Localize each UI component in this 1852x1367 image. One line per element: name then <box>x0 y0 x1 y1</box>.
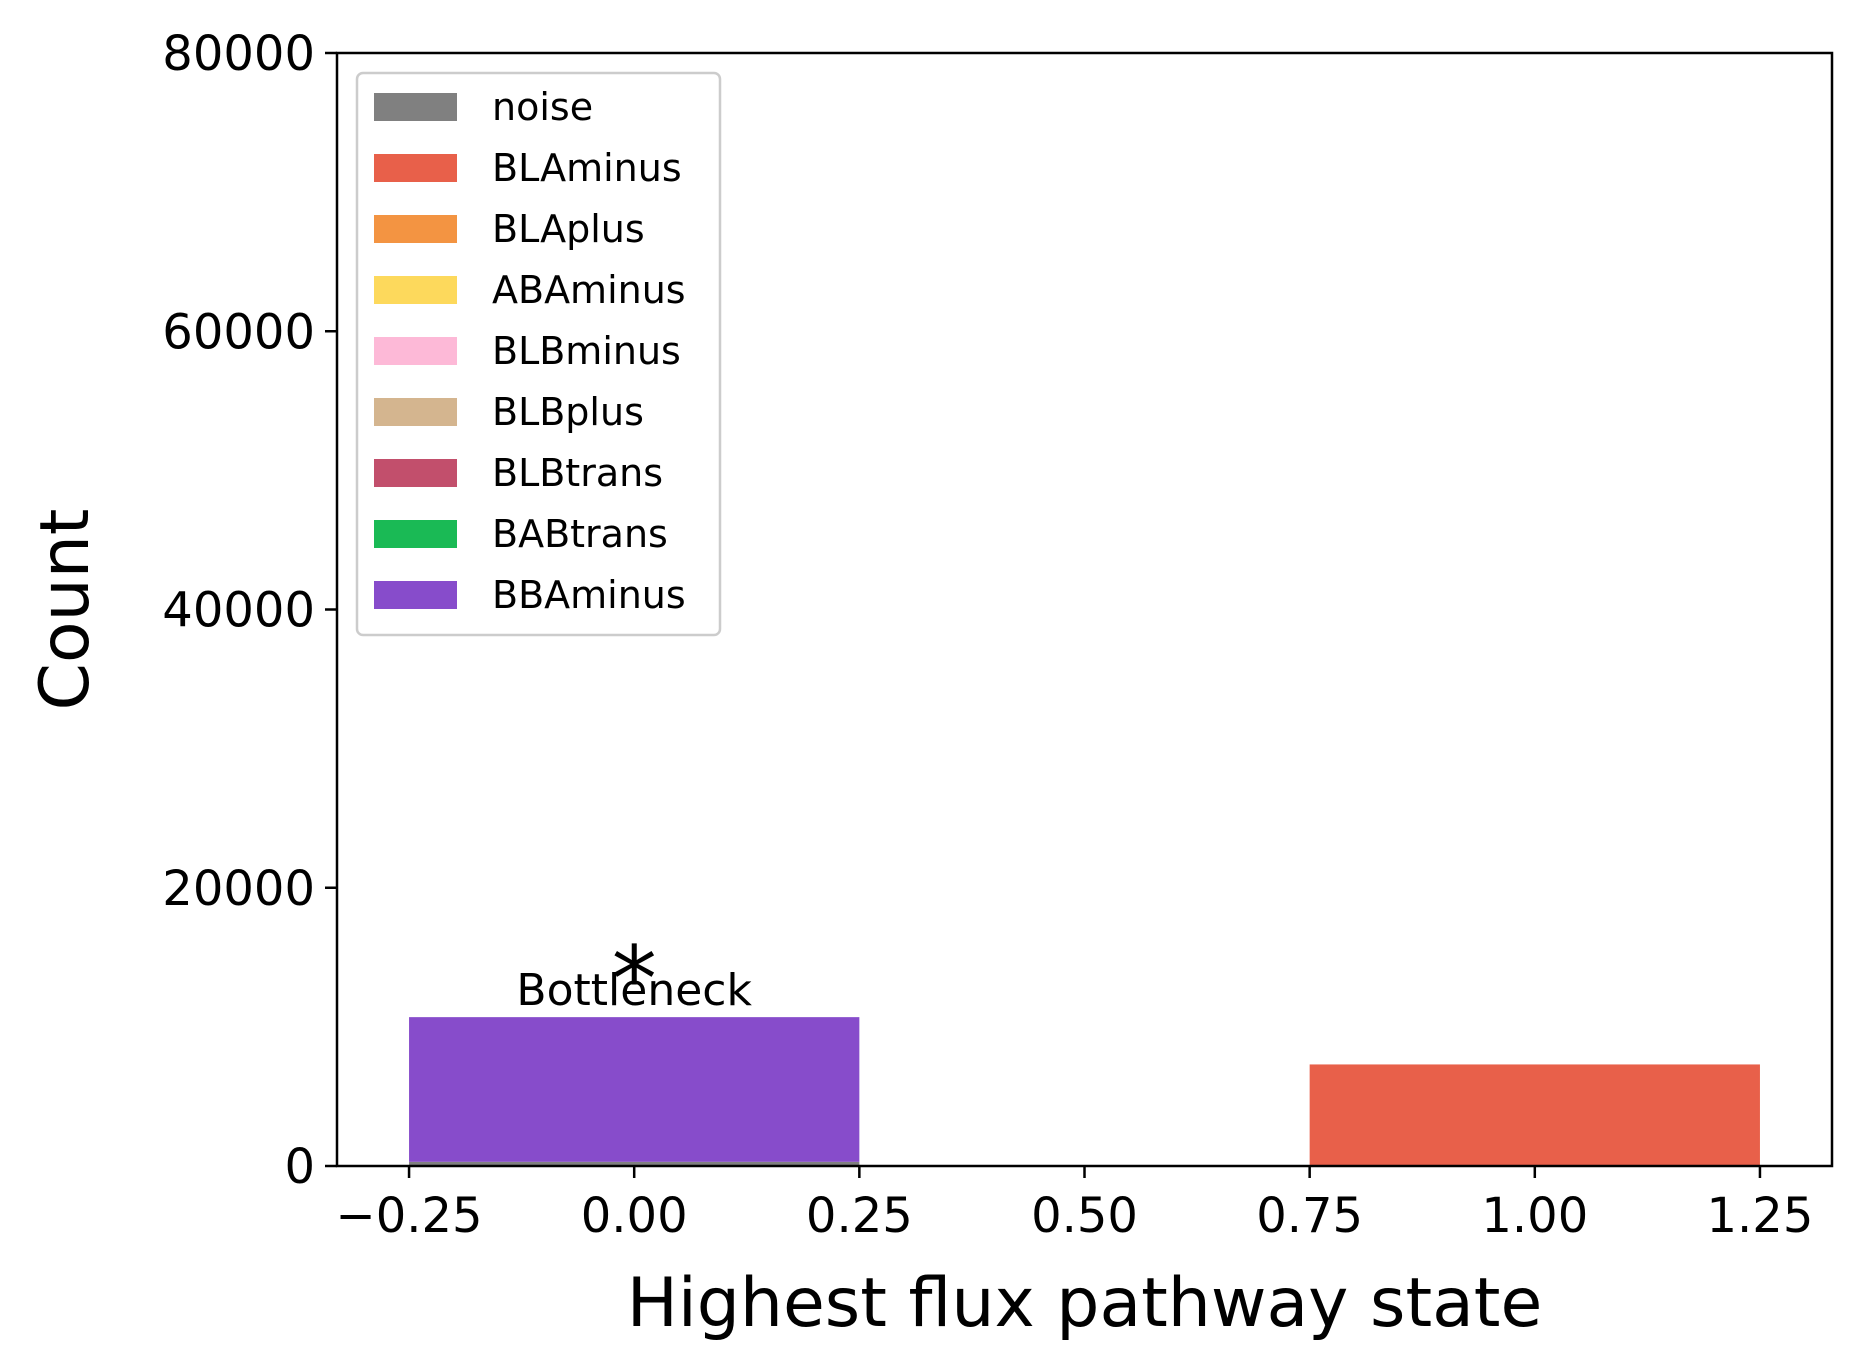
y-tick-label: 40000 <box>162 583 315 639</box>
x-tick-label: 1.25 <box>1707 1188 1814 1244</box>
x-tick-label: 0.00 <box>581 1188 688 1244</box>
legend-swatch-BLAminus <box>374 154 457 182</box>
legend-label-BLBtrans: BLBtrans <box>492 451 663 495</box>
y-axis: 0 20000 40000 60000 80000 <box>162 26 337 1195</box>
legend-swatch-BLBminus <box>374 337 457 365</box>
legend-label-BLBplus: BLBplus <box>492 390 644 434</box>
legend-label-BLBminus: BLBminus <box>492 329 681 373</box>
legend-label-BLAminus: BLAminus <box>492 146 682 190</box>
bar-BLAminus-1 <box>1309 1064 1760 1166</box>
legend-label-BABtrans: BABtrans <box>492 512 668 556</box>
legend-label-ABAminus: ABAminus <box>492 268 686 312</box>
legend-swatch-BABtrans <box>374 520 457 548</box>
y-axis-title: Count <box>26 509 105 711</box>
legend-swatch-ABAminus <box>374 276 457 304</box>
x-tick-label: −0.25 <box>336 1188 483 1244</box>
annotations: *Bottleneck <box>516 927 752 1032</box>
x-tick-label: 0.25 <box>806 1188 913 1244</box>
legend-label-BBAminus: BBAminus <box>492 573 686 617</box>
x-tick-label: 0.50 <box>1031 1188 1138 1244</box>
bars-layer <box>409 1017 1760 1166</box>
y-tick-label: 20000 <box>162 861 315 917</box>
legend-swatch-BLAplus <box>374 215 457 243</box>
y-tick-label: 80000 <box>162 26 315 82</box>
legend-swatch-BBAminus <box>374 581 457 609</box>
bar-noise-0 <box>409 1161 860 1166</box>
legend-swatch-noise <box>374 93 457 121</box>
legend-box <box>355 71 722 637</box>
legend-swatch-BLBplus <box>374 398 457 426</box>
legend-swatch-BLBtrans <box>374 459 457 487</box>
annotation-star: * <box>612 927 657 1032</box>
bar-BBAminus-0 <box>409 1017 860 1162</box>
legend-label-noise: noise <box>492 85 593 129</box>
y-tick-label: 0 <box>284 1139 315 1195</box>
x-axis: −0.25 0.00 0.25 0.50 0.75 1.00 1.25 <box>336 1166 1814 1244</box>
x-tick-label: 1.00 <box>1481 1188 1588 1244</box>
x-tick-label: 0.75 <box>1256 1188 1363 1244</box>
legend-label-BLAplus: BLAplus <box>492 207 645 251</box>
y-tick-label: 60000 <box>162 304 315 360</box>
x-axis-title: Highest flux pathway state <box>627 1264 1543 1343</box>
legend: noise BLAminus BLAplus ABAminus BLBminus BLBp… <box>355 71 722 637</box>
annotation-bottleneck: Bottleneck <box>516 965 752 1016</box>
